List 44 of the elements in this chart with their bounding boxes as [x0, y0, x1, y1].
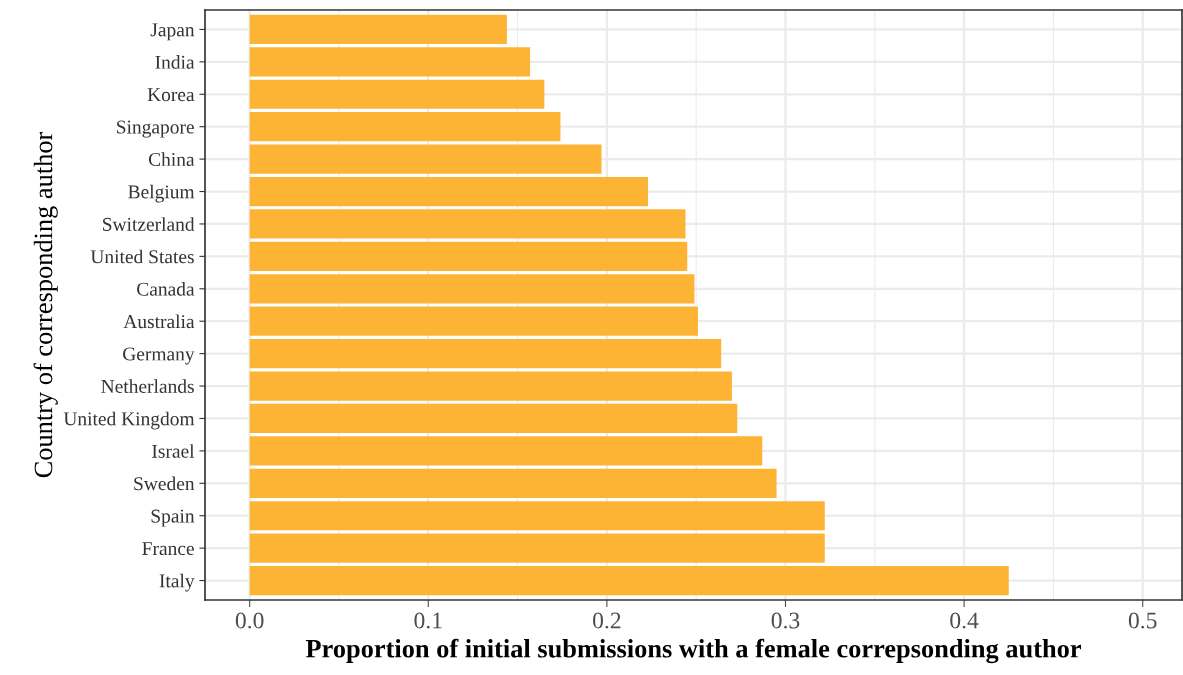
y-tick-label: China [148, 152, 195, 167]
y-tick-label: Switzerland [103, 217, 195, 231]
y-tick-label: Italy [159, 573, 195, 592]
bar [249, 176, 648, 207]
x-tick-label: 0.2 [593, 612, 621, 629]
y-tick-label: Australia [123, 314, 195, 329]
y-tick-label: Sweden [134, 476, 195, 491]
y-tick-label: India [155, 55, 195, 69]
y-tick-label: Netherlands [101, 379, 194, 393]
bar [249, 468, 777, 498]
bar [249, 436, 763, 466]
bar [249, 144, 602, 174]
bar [249, 306, 698, 336]
x-tick-label: 0.1 [414, 612, 442, 629]
y-axis-title: Country of corresponding author [33, 131, 58, 478]
bar [249, 565, 1009, 596]
x-axis-title: Proportion of initial submissions with a female correpsonding author [305, 638, 1081, 664]
x-tick-label: 0.3 [771, 612, 800, 629]
y-tick-label: Germany [123, 347, 195, 365]
bar [249, 371, 732, 401]
y-tick-label: Japan [150, 23, 195, 41]
x-tick-label: 0.4 [950, 612, 979, 629]
y-tick-label: Belgium [128, 184, 195, 203]
bar [249, 501, 825, 531]
y-tick-label: Canada [137, 282, 195, 296]
x-tick-label: 0.5 [1128, 612, 1157, 629]
y-tick-label: Israel [152, 444, 195, 458]
y-tick-label: Korea [147, 88, 195, 102]
y-tick-label: United Kingdom [63, 411, 195, 430]
bar [249, 241, 688, 271]
bar [249, 339, 722, 369]
bar [249, 47, 531, 77]
bar [249, 79, 545, 109]
y-tick-label: Singapore [117, 120, 194, 138]
bar [249, 533, 825, 563]
bar [249, 14, 507, 45]
bar [249, 209, 686, 239]
bar [249, 274, 695, 304]
y-tick-label: United States [90, 249, 194, 264]
y-tick-label: France [142, 542, 194, 556]
y-tick-label: Spain [151, 509, 195, 527]
x-tick-label: 0.0 [235, 612, 264, 629]
bar [249, 112, 561, 142]
bar [249, 403, 738, 434]
